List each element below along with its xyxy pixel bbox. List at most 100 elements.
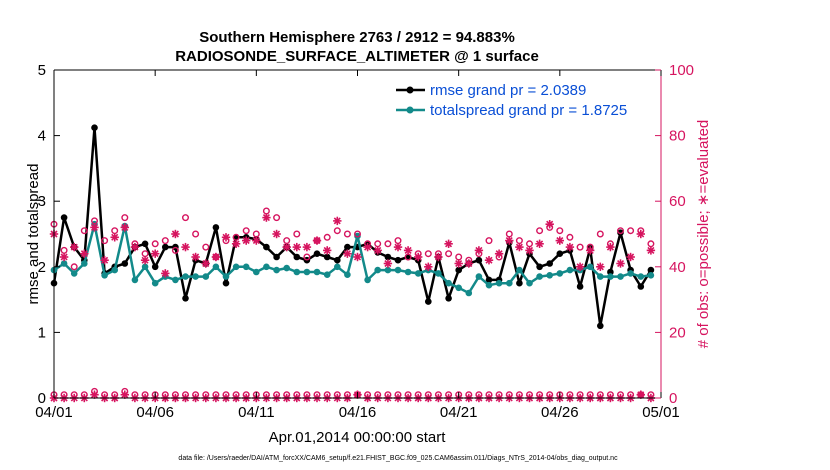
obs-evaluated-marker <box>100 256 109 265</box>
obs-evaluated-marker-stroke <box>313 237 321 245</box>
obs-possible-marker <box>576 243 584 251</box>
obs-possible-marker <box>242 227 250 235</box>
rmse-point <box>263 243 270 251</box>
obs-evaluated-marker <box>474 246 484 255</box>
y-tick-label: 5 <box>38 62 46 79</box>
obs-evaluated-marker <box>424 262 433 271</box>
obs-possible-marker <box>151 240 159 248</box>
obs-evaluated-marker-stroke <box>273 230 281 238</box>
obs-evaluated-marker <box>646 246 656 255</box>
obs-possible-marker <box>596 230 604 238</box>
obs-possible-marker <box>161 237 169 245</box>
x-tick-label: 04/26 <box>541 404 579 421</box>
obs-evaluated-marker-stroke <box>121 223 129 231</box>
obs-evaluated-marker-stroke <box>424 263 432 271</box>
x-tick-label: 04/21 <box>440 404 478 421</box>
totalspread-point <box>364 276 371 284</box>
x-tick-label: 04/01 <box>35 404 73 421</box>
obs-possible-marker <box>354 230 362 238</box>
obs-possible-marker <box>202 243 210 251</box>
obs-evaluated-marker <box>323 246 332 255</box>
obs-evaluated-marker <box>606 242 615 252</box>
obs-evaluated-marker-stroke <box>293 243 301 251</box>
obs-evaluated-marker-stroke <box>627 253 635 261</box>
rmse-point <box>475 256 483 264</box>
rmse-point <box>273 253 280 261</box>
obs-possible-marker <box>303 253 311 261</box>
obs-possible-marker <box>273 214 281 222</box>
totalspread-point <box>202 273 210 280</box>
obs-evaluated-marker <box>434 252 443 262</box>
x-tick-label: 04/06 <box>136 404 174 421</box>
obs-possible-marker <box>181 214 189 222</box>
obs-evaluated-marker <box>596 262 605 271</box>
obs-evaluated-marker <box>181 242 190 252</box>
rmse-point <box>293 253 301 261</box>
obs-evaluated-marker <box>211 252 221 262</box>
rmse-point <box>344 243 351 251</box>
x-tick-label: 05/01 <box>642 404 680 421</box>
totalspread-point <box>354 232 361 240</box>
totalspread-point <box>455 284 463 292</box>
x-tick-label: 04/16 <box>339 404 377 421</box>
rmse-point <box>425 298 432 305</box>
obs-evaluated-marker-stroke <box>394 243 402 251</box>
obs-evaluated-marker <box>555 236 564 245</box>
rmse-point <box>637 283 645 290</box>
legend-rmse-label: rmse grand pr = 2.0389 <box>430 82 586 99</box>
totalspread-point <box>394 266 402 274</box>
obs-possible-marker <box>556 227 564 235</box>
totalspread-point <box>465 289 473 297</box>
rmse-point <box>536 263 543 271</box>
obs-evaluated-marker <box>343 249 352 258</box>
totalspread-point <box>101 272 108 279</box>
obs-evaluated-marker-stroke <box>505 237 513 245</box>
totalspread-point <box>334 263 341 271</box>
totalspread-point <box>617 273 624 280</box>
rmse-point <box>384 253 392 261</box>
rmse-point <box>485 276 493 284</box>
obs-evaluated-marker-stroke <box>536 240 544 248</box>
y2-tick-label: 60 <box>669 193 686 210</box>
obs-evaluated-marker <box>151 249 160 258</box>
totalspread-point <box>192 273 199 280</box>
rmse-point <box>121 260 129 267</box>
obs-evaluated-marker-stroke <box>495 250 503 258</box>
y2-tick-label: 0 <box>669 390 677 407</box>
obs-evaluated-bottom--marker-stroke <box>121 391 129 399</box>
obs-evaluated-marker <box>161 269 170 278</box>
legend-rmse-marker <box>406 86 414 94</box>
rmse-point <box>182 295 189 302</box>
obs-evaluated-marker <box>302 242 312 252</box>
rmse-point <box>151 263 159 271</box>
obs-evaluated-marker-stroke <box>374 246 382 254</box>
obs-evaluated-marker <box>464 259 473 268</box>
obs-evaluated-marker <box>221 233 231 242</box>
obs-evaluated-marker <box>312 236 322 245</box>
totalspread-point <box>647 272 655 279</box>
obs-evaluated-marker-stroke <box>90 223 98 231</box>
totalspread-point <box>252 268 260 276</box>
obs-evaluated-marker-stroke <box>111 233 119 241</box>
rmse-point <box>313 250 321 257</box>
totalspread-point <box>273 266 280 274</box>
obs-evaluated-marker <box>242 236 251 245</box>
obs-evaluated-marker-stroke <box>556 237 564 245</box>
obs-evaluated-marker <box>363 242 372 252</box>
obs-evaluated-marker-stroke <box>546 220 554 228</box>
rmse-point <box>162 243 169 251</box>
obs-evaluated-marker <box>130 242 140 252</box>
obs-evaluated-marker <box>262 213 271 222</box>
obs-evaluated-marker <box>414 252 423 262</box>
rmse-point <box>91 124 98 131</box>
obs-evaluated-marker <box>403 246 413 255</box>
totalspread-point <box>70 270 78 277</box>
obs-evaluated-marker <box>383 259 393 268</box>
obs-evaluated-marker-stroke <box>131 243 139 251</box>
obs-possible-marker <box>566 233 574 241</box>
x-axis-label: Apr.01,2014 00:00:00 start <box>269 429 447 446</box>
obs-evaluated-marker <box>110 233 119 242</box>
obs-evaluated-marker <box>393 242 403 252</box>
totalspread-point <box>384 266 392 274</box>
obs-evaluated-marker-stroke <box>151 250 159 258</box>
